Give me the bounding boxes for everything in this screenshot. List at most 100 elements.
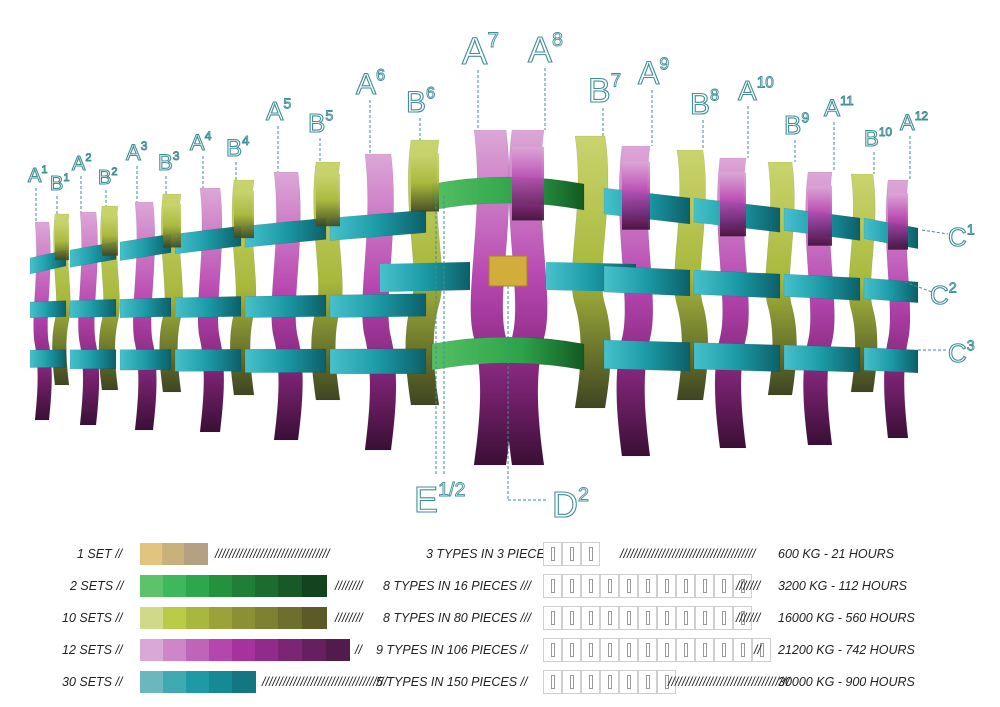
label-superscript: 1 [63, 172, 69, 184]
label-letter: A [528, 29, 552, 70]
vertical-strip [78, 211, 100, 426]
horizontal-band-segment [783, 273, 861, 301]
piece-thumbnail [562, 606, 581, 630]
piece-thumbnail [581, 574, 600, 598]
horizontal-band-segment [863, 277, 919, 304]
horizontal-band-segment [603, 339, 691, 372]
horizontal-band-segment [174, 225, 242, 255]
vertical-strip-front-segment [55, 222, 69, 261]
label-b9: B9 [784, 110, 809, 140]
piece-thumbnail [600, 606, 619, 630]
piece-thumbnail [733, 638, 752, 662]
label-letter: A [266, 96, 284, 126]
legend-color-swatches [140, 607, 327, 629]
horizontal-band-segment [29, 300, 67, 319]
piece-thumbnail [657, 638, 676, 662]
legend-row: 1 SET // ////////////////////////////////… [0, 541, 1000, 567]
legend-separator: /////////////////////////////////// [668, 675, 790, 689]
color-swatch [326, 639, 350, 661]
legend-set-count: 12 SETS // [62, 643, 123, 657]
color-swatch [302, 575, 327, 597]
label-superscript: 7 [487, 29, 499, 52]
label-letter: A [190, 130, 205, 155]
legend-set-count: 30 SETS // [62, 675, 123, 689]
legend-types-pieces: 8 TYPES IN 16 PIECES /// [383, 579, 531, 593]
legend-set-count: 2 SETS // [70, 579, 124, 593]
horizontal-band-segment [69, 349, 117, 370]
color-swatch [278, 575, 302, 597]
legend-types-pieces: 8 TYPES IN 80 PIECES /// [383, 611, 531, 625]
legend-separator: // [754, 643, 761, 657]
label-superscript: 3 [967, 338, 975, 354]
legend-row: 2 SETS // //////// 8 TYPES IN 16 PIECES //… [0, 573, 1000, 599]
label-superscript: 1/2 [438, 479, 466, 501]
color-swatch [302, 607, 327, 629]
legend-separator: /////// [736, 579, 761, 593]
label-superscript: 6 [376, 67, 385, 85]
legend-weight-hours: 600 KG - 21 HOURS [778, 547, 895, 561]
label-a6: A6 [356, 67, 385, 102]
color-swatch [209, 671, 232, 693]
piece-thumbnail [733, 606, 752, 630]
color-swatch [186, 575, 209, 597]
legend-row: 12 SETS // // 9 TYPES IN 106 PIECES // // 21… [0, 637, 1000, 663]
piece-thumbnails [543, 606, 752, 630]
legend-types-pieces: 9 TYPES IN 106 PIECES // [376, 643, 528, 657]
piece-thumbnail [562, 574, 581, 598]
label-b5: B5 [308, 108, 333, 138]
color-swatch [140, 671, 163, 693]
piece-thumbnail [638, 638, 657, 662]
label-letter: B [50, 173, 63, 195]
piece-thumbnails [543, 638, 771, 662]
vertical-strip-front-segment [234, 190, 254, 239]
leader-line [921, 229, 949, 235]
color-swatch [163, 671, 186, 693]
legend-separator: /////// [736, 611, 761, 625]
horizontal-band-segment [603, 265, 691, 297]
legend-weight-hours: 16000 KG - 560 HOURS [778, 611, 915, 625]
label-letter: B [308, 108, 325, 138]
horizontal-band-segment [693, 269, 781, 299]
color-swatch [140, 575, 163, 597]
legend-types-pieces: 3 TYPES IN 3 PIECES ///// [426, 547, 574, 561]
piece-thumbnails [543, 670, 676, 694]
vertical-strip-front-segment [720, 172, 746, 237]
piece-thumbnail [676, 574, 695, 598]
horizontal-band-segment [244, 217, 327, 248]
piece-thumbnail [695, 606, 714, 630]
piece-thumbnail [638, 574, 657, 598]
label-letter: B [98, 167, 111, 189]
piece-thumbnail [714, 638, 733, 662]
label-letter: A [738, 75, 757, 106]
horizontal-band-segment [119, 349, 172, 371]
piece-thumbnail [600, 638, 619, 662]
piece-thumbnail [600, 574, 619, 598]
vertical-strips-front [55, 146, 908, 261]
legend-color-swatches [140, 671, 256, 693]
color-swatch [140, 639, 163, 661]
label-superscript: 3 [141, 139, 148, 153]
label-superscript: 2 [85, 152, 91, 164]
label-a3: A3 [126, 139, 148, 165]
label-superscript: 12 [915, 109, 929, 123]
horizontal-band-segment [329, 293, 427, 318]
vertical-strip-front-segment [163, 203, 181, 248]
legend-set-count: 10 SETS // [62, 611, 123, 625]
piece-thumbnail [695, 574, 714, 598]
label-superscript: 7 [611, 70, 621, 91]
legend-weight-hours: 21200 KG - 742 HOURS [778, 643, 915, 657]
label-superscript: 1 [41, 164, 47, 176]
label-b7: B7 [588, 70, 621, 110]
piece-thumbnail [657, 574, 676, 598]
label-b10: B10 [864, 125, 892, 151]
label-superscript: 9 [659, 54, 669, 74]
legend-separator: //////// [335, 579, 363, 593]
color-swatch [278, 639, 302, 661]
label-superscript: 5 [325, 108, 333, 124]
label-superscript: 5 [283, 96, 291, 112]
label-a4: A4 [190, 129, 212, 155]
piece-thumbnail [581, 542, 600, 566]
label-a8: A8 [528, 29, 563, 70]
legend-separator: //////////////////////////////////// [262, 675, 388, 689]
